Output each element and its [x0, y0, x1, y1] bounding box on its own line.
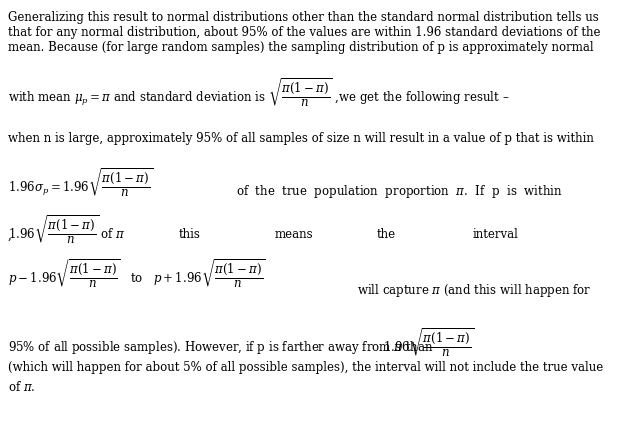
Text: $p - 1.96\sqrt{\dfrac{\pi(1 - \pi)}{n}}$   to   $p + 1.96\sqrt{\dfrac{\pi(1 - \p: $p - 1.96\sqrt{\dfrac{\pi(1 - \pi)}{n}}$…	[8, 258, 265, 290]
Text: ,: ,	[8, 228, 11, 241]
Text: mean. Because (for large random samples) the sampling distribution of p is appro: mean. Because (for large random samples)…	[8, 40, 593, 53]
Text: this: this	[179, 228, 200, 241]
Text: with mean $\mu_p = \pi$ and standard deviation is $\sqrt{\dfrac{\pi(1 - \pi)}{n}: with mean $\mu_p = \pi$ and standard dev…	[8, 77, 509, 109]
Text: $1.96\sqrt{\dfrac{\pi(1 - \pi)}{n}}$: $1.96\sqrt{\dfrac{\pi(1 - \pi)}{n}}$	[383, 326, 474, 358]
Text: $1.96\sigma_p = 1.96\sqrt{\dfrac{\pi(1 - \pi)}{n}}$: $1.96\sigma_p = 1.96\sqrt{\dfrac{\pi(1 -…	[8, 166, 153, 198]
Text: the: the	[376, 228, 396, 241]
Text: 95% of all possible samples). However, if p is farther away from $\pi$ than: 95% of all possible samples). However, i…	[8, 339, 433, 356]
Text: means: means	[274, 228, 313, 241]
Text: (which will happen for about 5% of all possible samples), the interval will not : (which will happen for about 5% of all p…	[8, 360, 603, 373]
Text: will capture $\pi$ (and this will happen for: will capture $\pi$ (and this will happen…	[357, 281, 591, 298]
Text: when n is large, approximately 95% of all samples of size n will result in a val: when n is large, approximately 95% of al…	[8, 132, 593, 145]
Text: $1.96\sqrt{\dfrac{\pi(1 - \pi)}{n}}$ of $\pi$: $1.96\sqrt{\dfrac{\pi(1 - \pi)}{n}}$ of …	[8, 213, 126, 245]
Text: interval: interval	[472, 228, 518, 241]
Text: of  the  true  population  proportion  $\pi$.  If  p  is  within: of the true population proportion $\pi$.…	[236, 182, 563, 199]
Text: Generalizing this result to normal distributions other than the standard normal : Generalizing this result to normal distr…	[8, 11, 598, 23]
Text: that for any normal distribution, about 95% of the values are within 1.96 standa: that for any normal distribution, about …	[8, 26, 600, 38]
Text: of $\pi$.: of $\pi$.	[8, 379, 35, 393]
